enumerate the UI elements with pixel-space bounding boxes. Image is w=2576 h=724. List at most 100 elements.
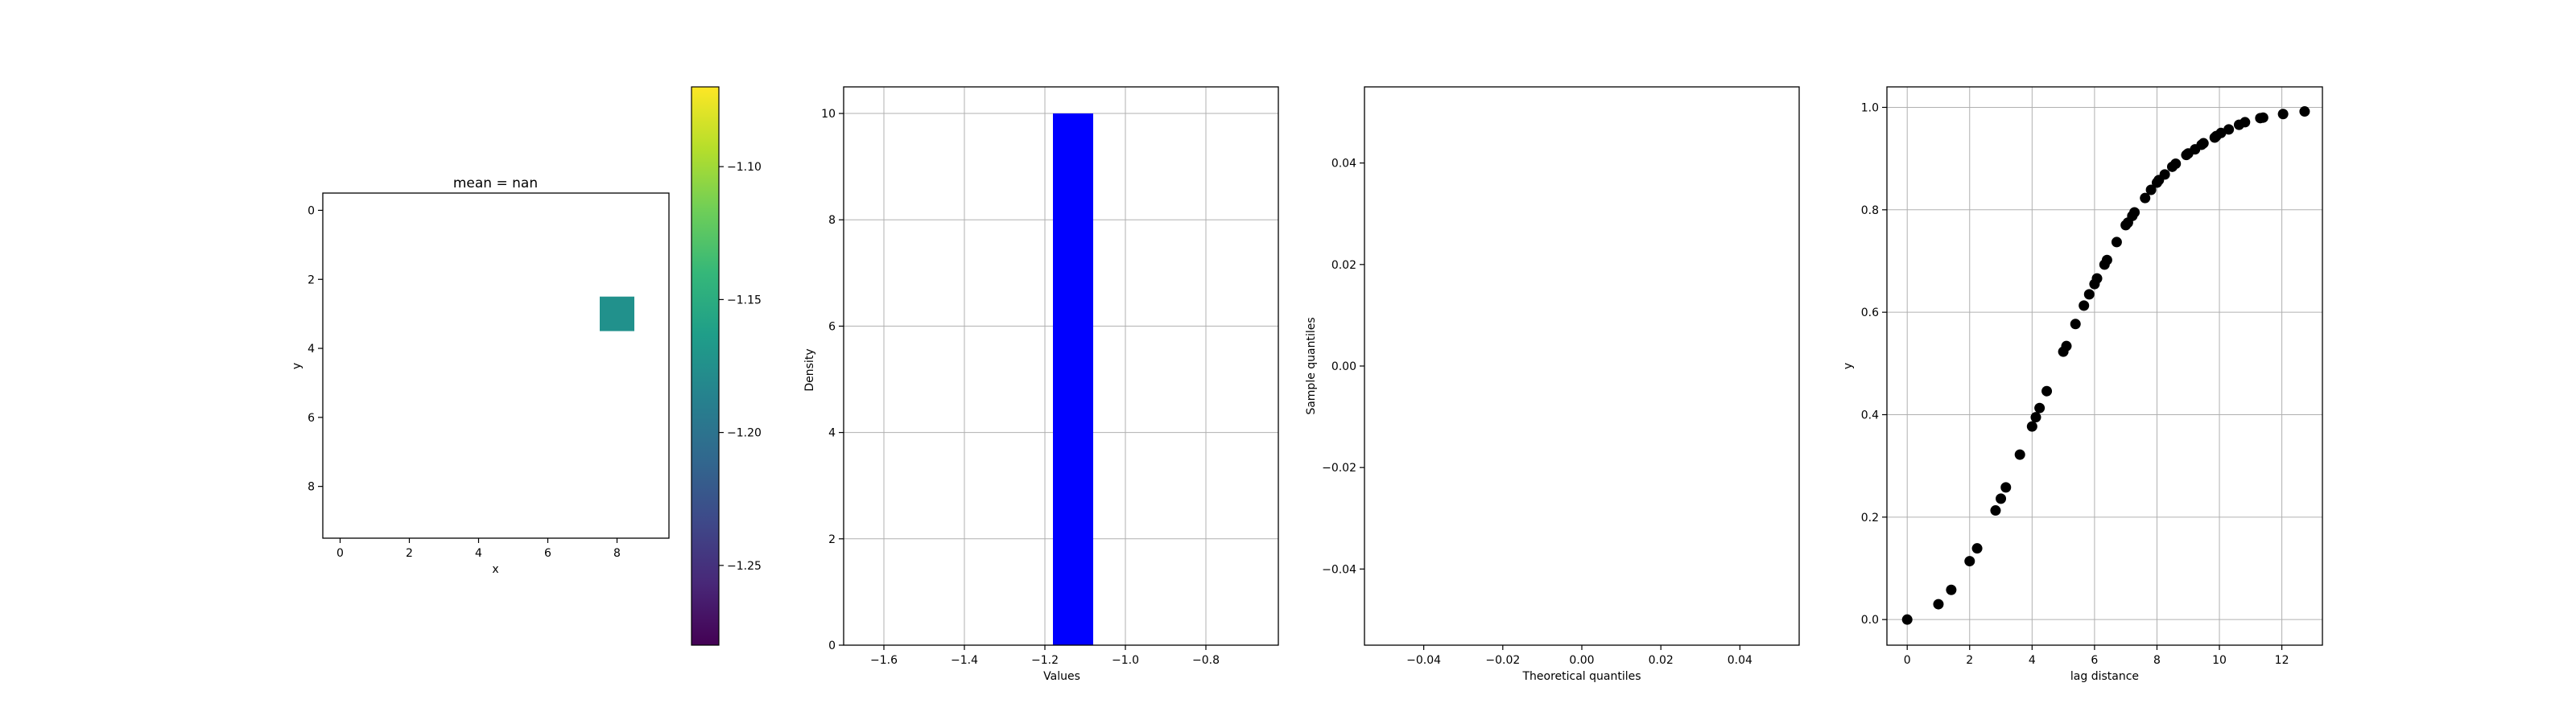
variogram-point xyxy=(2070,319,2081,330)
variogram-point xyxy=(2034,402,2046,413)
variogram-grid xyxy=(1887,87,2322,645)
qq-plot-panel: Theoretical quantiles Sample quantiles −… xyxy=(1305,86,1800,683)
qq-x-tick-label: 0.02 xyxy=(1649,654,1674,667)
variogram-point xyxy=(2111,237,2122,248)
variogram-y-tick-label: 0.8 xyxy=(1861,204,1879,217)
heatmap-frame xyxy=(322,192,670,539)
histogram-y-axis-label: Density xyxy=(803,348,816,391)
variogram-point xyxy=(2083,289,2095,300)
variogram-point xyxy=(2041,385,2053,397)
colorbar xyxy=(691,86,720,646)
variogram-point xyxy=(2145,184,2157,195)
colorbar-tick-label: −1.15 xyxy=(727,294,762,306)
histogram-x-axis-label: Values xyxy=(1043,670,1080,683)
variogram-point xyxy=(2198,138,2209,149)
variogram-y-tick-label: 0.6 xyxy=(1861,306,1879,319)
variogram-point xyxy=(2026,421,2037,432)
qq-x-tick-label: 0.00 xyxy=(1569,654,1594,667)
variogram-x-tick-label: 2 xyxy=(1966,654,1973,667)
variogram-point xyxy=(1933,599,1944,610)
colorbar-tick-label: −1.20 xyxy=(727,427,762,440)
histogram-y-tick-label: 8 xyxy=(828,214,836,227)
variogram-point xyxy=(2129,207,2140,218)
variogram-y-tick-label: 1.0 xyxy=(1861,101,1879,114)
variogram-x-tick-label: 8 xyxy=(2153,654,2161,667)
variogram-point xyxy=(2159,169,2170,180)
qq-y-tick-label: 0.04 xyxy=(1331,158,1356,171)
qq-x-tick-label: −0.02 xyxy=(1485,654,1520,667)
qq-y-tick-label: 0.02 xyxy=(1331,259,1356,272)
heatmap-x-tick-label: 6 xyxy=(544,547,551,560)
variogram-frame xyxy=(1886,86,2323,646)
variogram-x-tick-label: 4 xyxy=(2029,654,2036,667)
variogram-x-axis-label: lag distance xyxy=(2070,670,2139,683)
colorbar-tick-label: −1.10 xyxy=(727,161,762,174)
variogram-point xyxy=(2140,192,2151,204)
variogram-point xyxy=(1990,505,2001,516)
variogram-point xyxy=(2299,106,2310,117)
variogram-y-tick-label: 0.4 xyxy=(1861,409,1879,422)
histogram-bar xyxy=(1053,113,1093,646)
mean-heatmap-panel: mean = nan x y 0 2 4 6 8 0 2 4 6 8 −1.10 −1.15 −1.20… xyxy=(291,86,762,646)
histogram-frame xyxy=(843,86,1279,646)
histogram-y-tick-label: 4 xyxy=(828,427,836,440)
heatmap-x-tick-label: 0 xyxy=(336,547,344,560)
variogram-point xyxy=(1971,543,1983,554)
heatmap-x-axis-label: x xyxy=(492,563,498,576)
heatmap-title: mean = nan xyxy=(453,175,538,191)
variogram-point xyxy=(2091,273,2103,284)
variogram-point xyxy=(2257,112,2268,123)
histogram-y-tick-label: 10 xyxy=(821,108,836,121)
heatmap-x-tick-label: 2 xyxy=(406,547,413,560)
variogram-point xyxy=(2215,127,2227,138)
variogram-x-tick-label: 12 xyxy=(2275,654,2289,667)
qq-x-axis-label: Theoretical quantiles xyxy=(1521,670,1641,683)
variogram-panel: lag distance y 0 2 4 6 8 10 12 0.0 0.2 0.4 0.6 0.8 1… xyxy=(1842,86,2323,683)
heatmap-y-axis-label: y xyxy=(291,363,303,369)
qq-y-tick-label: 0.00 xyxy=(1331,360,1356,373)
variogram-point xyxy=(2240,117,2251,128)
heatmap-y-tick-label: 2 xyxy=(308,274,315,286)
histogram-y-tick-label: 2 xyxy=(828,533,836,546)
variogram-y-tick-label: 0.0 xyxy=(1861,614,1879,627)
variogram-point xyxy=(1964,556,1975,567)
histogram-y-tick-label: 0 xyxy=(828,640,836,652)
qq-x-tick-label: −0.04 xyxy=(1406,654,1441,667)
qq-y-tick-label: −0.04 xyxy=(1322,563,1356,576)
variogram-point xyxy=(2014,449,2025,460)
variogram-point xyxy=(2170,158,2182,170)
variogram-x-tick-label: 0 xyxy=(1904,654,1911,667)
heatmap-cell xyxy=(600,296,634,331)
variogram-point xyxy=(2030,412,2041,423)
variogram-x-tick-label: 10 xyxy=(2212,654,2227,667)
qq-x-tick-label: 0.04 xyxy=(1728,654,1752,667)
variogram-point xyxy=(1946,584,1957,595)
histogram-y-tick-label: 6 xyxy=(828,320,836,333)
heatmap-y-tick-label: 6 xyxy=(308,412,315,425)
histogram-x-tick-label: −1.0 xyxy=(1112,654,1139,667)
histogram-x-tick-label: −1.6 xyxy=(870,654,898,667)
heatmap-x-tick-label: 8 xyxy=(613,547,621,560)
variogram-point xyxy=(1996,493,2007,504)
qq-y-tick-label: −0.02 xyxy=(1322,462,1356,475)
variogram-point xyxy=(2223,124,2235,135)
heatmap-x-tick-label: 4 xyxy=(475,547,482,560)
variogram-point xyxy=(2101,254,2112,265)
variogram-point xyxy=(2079,300,2090,311)
variogram-point xyxy=(2061,340,2072,352)
histogram-x-tick-label: −0.8 xyxy=(1192,654,1220,667)
heatmap-y-tick-label: 0 xyxy=(308,204,315,217)
histogram-x-tick-label: −1.4 xyxy=(951,654,978,667)
heatmap-y-tick-label: 4 xyxy=(308,343,315,356)
variogram-point xyxy=(2000,482,2012,493)
qq-y-axis-label: Sample quantiles xyxy=(1305,317,1318,414)
histogram-panel: Values Density −1.6 −1.4 −1.2 −1.0 −0.8 0 2 4 6 8… xyxy=(803,86,1279,683)
histogram-x-tick-label: −1.2 xyxy=(1031,654,1059,667)
variogram-point xyxy=(2277,109,2289,120)
colorbar-tick-label: −1.25 xyxy=(727,560,762,573)
variogram-point xyxy=(1901,614,1913,625)
variogram-y-axis-label: y xyxy=(1842,363,1855,369)
variogram-x-tick-label: 6 xyxy=(2091,654,2098,667)
